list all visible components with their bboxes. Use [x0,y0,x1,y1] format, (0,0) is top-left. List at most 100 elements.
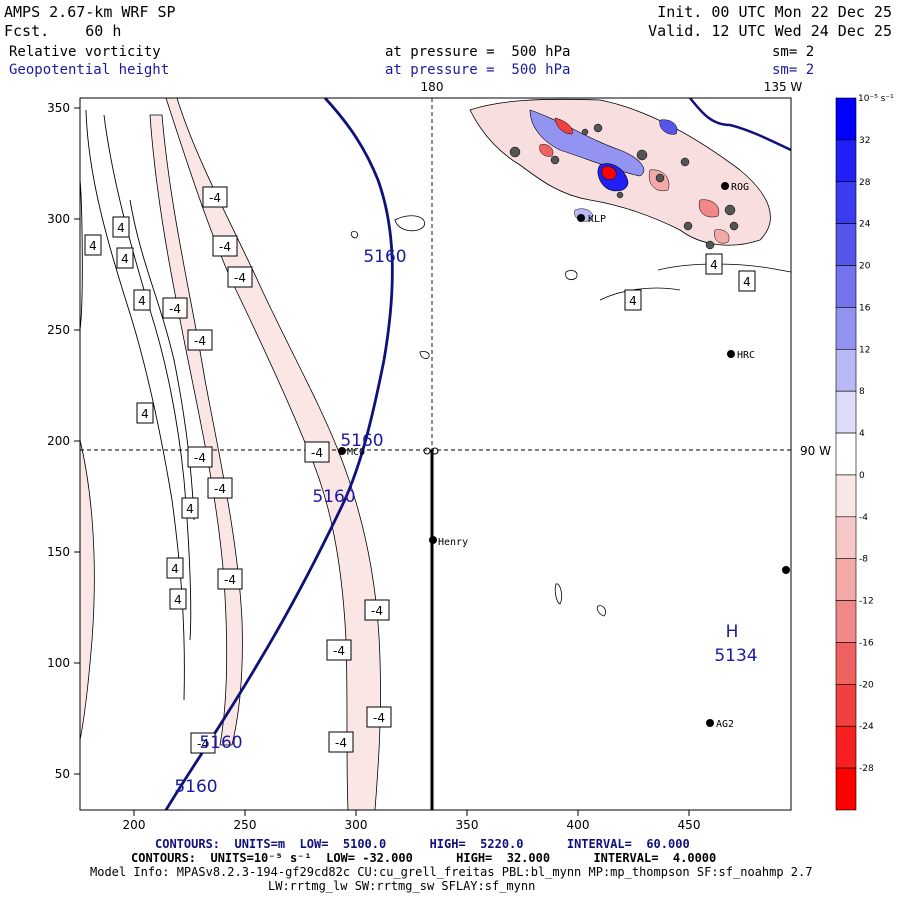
station-dot-klp [577,214,585,222]
vort-label-box [705,253,723,275]
x-tick-label: 450 [678,818,701,832]
colorbar-tick-label: 8 [859,387,865,397]
valid-time: Valid. 12 UTC Wed 24 Dec 25 [648,22,892,40]
vort-label-box [181,497,199,519]
colorbar-swatch [835,181,857,224]
footer-vort-low: LOW= -32.000 [326,851,413,865]
forecast-hour: Fcst. 60 h [4,22,122,40]
vort-label-neg: -4 [214,482,226,496]
colorbar-tick-label: 32 [859,136,870,146]
small-contour [599,287,681,301]
cluster-cell [616,191,624,199]
cluster-cell [509,146,521,158]
plot-frame [79,97,792,811]
y-tick-label: 300 [47,212,70,226]
vort-label-neg: -4 [194,451,206,465]
colorbar-tick-label: 12 [859,345,870,355]
vort-label-pos: 4 [89,239,97,253]
station-label-klp: KLP [588,214,606,225]
cluster-cell [636,149,648,161]
vort-label-box [212,235,238,257]
vort-label-box [166,557,184,579]
cluster-cell [655,173,665,183]
station-dot-mco [338,447,346,455]
vort-label-neg: -4 [333,644,345,658]
vort-label-neg: -4 [197,737,209,751]
vort-label-neg: -4 [194,334,206,348]
vort-label-pos: 4 [171,562,179,576]
vort-label-box [364,599,390,621]
footer-height-high: HIGH= 5220.0 [429,837,524,851]
scattered-contours [350,215,791,617]
init-time: Init. 00 UTC Mon 22 Dec 25 [657,3,892,21]
vort-label-box [112,216,130,238]
colorbar-tick-label: 4 [859,429,865,439]
model-title: AMPS 2.67-km WRF SP [4,3,176,21]
height-label-5160: 5160 [174,777,217,797]
vort-label-box [366,706,392,728]
colorbar-tick-label: -4 [859,513,868,523]
colorbar-swatch [835,97,857,141]
small-contour [596,605,606,617]
vort-label-neg: -4 [335,736,347,750]
colorbar: 10⁻⁵ s⁻¹ 32 28 24 20 16 12 8 4 0 -4 -8 -12 -16 -20 -24… [835,94,894,811]
y-axis: 350 300 250 200 150 100 50 [47,101,80,781]
colorbar-swatch [835,516,857,560]
footer-contours-label: CONTOURS: [131,851,197,865]
negative-vorticity-bands [80,98,381,810]
vort-band-far-left [80,439,95,741]
vort-label-neg: -4 [224,573,236,587]
vort-label-box [116,247,134,269]
colorbar-tick-label: -16 [859,638,874,648]
height-contour-info: CONTOURS: UNITS=m LOW= 5100.0 HIGH= 5220… [155,838,690,850]
footer-vort-high: HIGH= 32.000 [456,851,551,865]
colorbar-swatch [835,139,857,183]
colorbar-swatch [835,684,857,727]
x-tick-label: 350 [456,818,479,832]
plot-content: -4 -4 -4 -4 -4 -4 -4 -4 -4 -4 -4 -4 -4 -… [80,98,791,810]
vort-label-pos: 4 [121,252,129,266]
cross-section-marker-b [431,447,439,455]
vort-label-pos: 4 [138,294,146,308]
vort-label-box [304,441,330,463]
vort-label-neg: -4 [219,240,231,254]
field-2-level: at pressure = 500 hPa [385,62,571,78]
cluster-cell [683,221,693,231]
small-contour [554,583,563,605]
colorbar-tick-label: 24 [859,220,871,230]
station-dot-hrc [727,350,735,358]
cluster-cell [581,128,589,136]
vort-label-box [217,568,243,590]
station-label-mco: MCO [347,447,365,458]
x-axis: 200 250 300 350 400 450 [123,810,701,832]
colorbar-tick-label: -12 [859,597,874,607]
vort-label-box [169,588,187,610]
vort-label-box [326,639,352,661]
y-tick-label: 150 [47,545,70,559]
colorbar-swatch [835,600,857,643]
high-center-value: 5134 [714,646,757,666]
y-tick-label: 50 [55,767,70,781]
colorbar-tick-label: 0 [859,471,865,481]
cluster-red-b [554,117,573,135]
colorbar-tick-label: 28 [859,178,871,188]
vort-label-neg: -4 [234,271,246,285]
field-1-smooth: sm= 2 [772,44,815,60]
y-tick-label: 100 [47,656,70,670]
height-label-5160: 5160 [312,487,355,507]
vort-label-box [84,234,102,256]
y-tick-label: 350 [47,101,70,115]
small-contour [394,215,425,232]
vort-label-box [202,186,228,208]
vort-label-box [624,289,642,311]
vort-label-box [738,270,756,292]
vort-label-pos: 4 [117,221,125,235]
station-dot-edge [782,566,790,574]
vort-label-pos: 4 [186,502,194,516]
cluster-cells [509,123,739,250]
small-contour [657,263,791,273]
field-2-smooth: sm= 2 [772,62,815,78]
footer-height-low: LOW= 5100.0 [299,837,387,851]
footer-contours-label: CONTOURS: [155,837,221,851]
vort-pos-4 [80,179,83,331]
